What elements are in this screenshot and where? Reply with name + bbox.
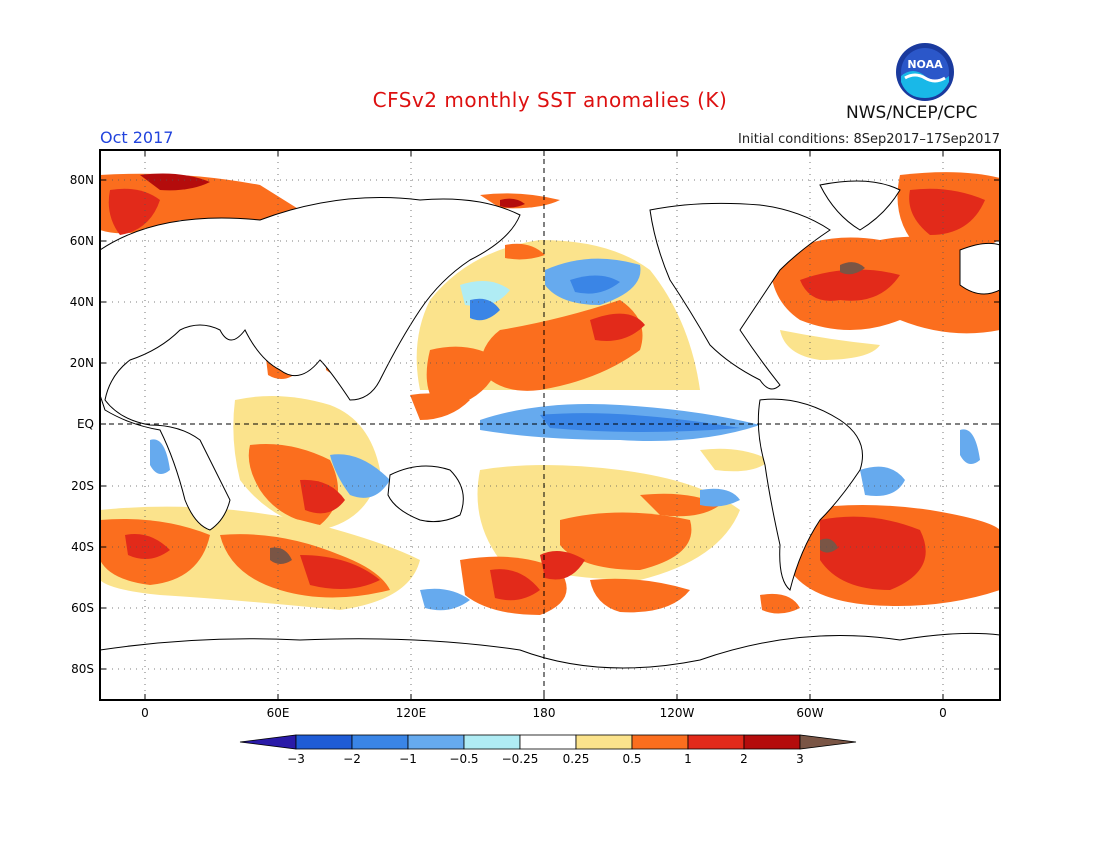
colorbar-label: −3	[287, 752, 305, 766]
colorbar-box	[463, 734, 521, 750]
lat-label: 60S	[71, 601, 94, 615]
colorbar-label: −0.5	[449, 752, 478, 766]
colorbar-box	[687, 734, 745, 750]
colorbar-label: 2	[740, 752, 748, 766]
colorbar-box	[295, 734, 353, 750]
colorbar-label: −1	[399, 752, 417, 766]
colorbar-label: 3	[796, 752, 804, 766]
colorbar-box	[519, 734, 577, 750]
colorbar-label: −0.25	[502, 752, 539, 766]
colorbar-box	[575, 734, 633, 750]
map-title: CFSv2 monthly SST anomalies (K)	[372, 88, 728, 112]
noaa-logo-text: NOAA	[907, 58, 943, 71]
map-plot-area	[100, 150, 1000, 700]
colorbar-arrow-high	[799, 734, 857, 750]
continent-africa-eurasia	[100, 197, 521, 531]
colorbar-box	[351, 734, 409, 750]
lat-label: 80N	[70, 173, 94, 187]
lon-label: 0	[141, 706, 149, 720]
noaa-logo-icon: NOAA	[896, 43, 954, 101]
colorbar-box	[743, 734, 801, 750]
lon-labels: 0 60E 120E 180 120W 60W 0	[141, 706, 947, 720]
continent-australia	[387, 465, 464, 523]
map-frame	[99, 149, 1001, 701]
lon-label: 60E	[267, 706, 290, 720]
lon-label: 120E	[396, 706, 427, 720]
continent-south-america	[757, 398, 863, 591]
colorbar-label: 1	[684, 752, 692, 766]
colorbar-label: 0.5	[622, 752, 641, 766]
colorbar-arrow-low	[239, 734, 297, 750]
lon-label: 120W	[660, 706, 695, 720]
continent-europe-east	[959, 242, 1000, 295]
colorbar: −3 −2 −1 −0.5 −0.25 0.25 0.5 1 2 3	[239, 734, 857, 766]
axis-ticks	[100, 150, 1000, 700]
continent-antarctica	[100, 632, 1000, 700]
forecast-month: Oct 2017	[100, 128, 174, 147]
equator-dateline	[100, 150, 1000, 700]
colorbar-label: 0.25	[563, 752, 590, 766]
colorbar-box	[631, 734, 689, 750]
lat-label: EQ	[77, 417, 94, 431]
lat-label: 20N	[70, 356, 94, 370]
land-masses	[100, 180, 1000, 700]
anomaly-field	[100, 172, 1000, 615]
colorbar-label: −2	[343, 752, 361, 766]
lat-label: 40S	[71, 540, 94, 554]
continent-north-america	[649, 202, 831, 390]
lat-labels: 80N 60N 40N 20N EQ 20S 40S 60S 80S	[70, 173, 94, 676]
lon-label: 0	[939, 706, 947, 720]
continent-greenland	[819, 180, 901, 231]
initial-conditions: Initial conditions: 8Sep2017–17Sep2017	[738, 132, 1000, 147]
lon-label: 60W	[796, 706, 823, 720]
graticule	[100, 150, 1000, 700]
lat-label: 60N	[70, 234, 94, 248]
agency-label: NWS/NCEP/CPC	[846, 103, 978, 123]
lon-label: 180	[533, 706, 556, 720]
lat-label: 80S	[71, 662, 94, 676]
lat-label: 40N	[70, 295, 94, 309]
colorbar-box	[407, 734, 465, 750]
lat-label: 20S	[71, 479, 94, 493]
